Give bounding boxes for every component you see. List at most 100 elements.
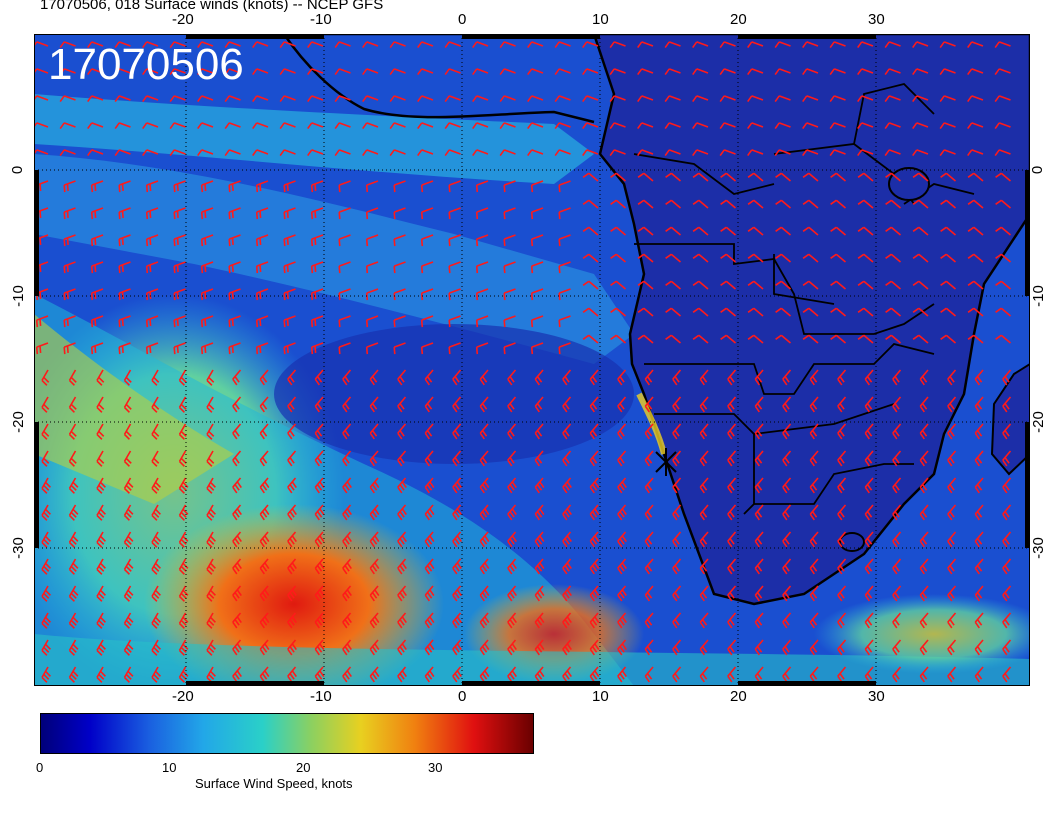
wind-barb	[145, 234, 159, 247]
wind-barb	[255, 180, 269, 193]
wind-barb	[365, 207, 379, 220]
wind-barb	[857, 226, 874, 236]
wind-barb	[644, 369, 654, 386]
wind-barb	[1002, 423, 1012, 440]
wind-barb	[224, 122, 241, 130]
wind-barb	[919, 369, 929, 386]
wind-barb	[173, 234, 186, 247]
wind-barb	[864, 639, 874, 656]
wind-barb	[582, 307, 599, 317]
wind-barb	[479, 369, 489, 386]
wind-barb	[672, 504, 682, 521]
wind-barb	[479, 585, 490, 602]
wind-map: 17070506	[34, 34, 1030, 686]
wind-barb	[479, 423, 489, 440]
wind-barb	[699, 369, 709, 386]
wind-barb	[994, 68, 1011, 76]
wind-barb	[63, 342, 76, 355]
wind-barb	[802, 280, 819, 290]
wind-barb	[530, 315, 544, 328]
wind-barb	[448, 315, 461, 328]
wind-barb	[507, 585, 517, 602]
wind-barb	[747, 149, 764, 157]
wind-barb	[884, 41, 901, 49]
wind-barb	[452, 450, 462, 467]
wind-barb	[424, 477, 435, 494]
wind-barb	[200, 234, 214, 247]
wind-barb	[114, 41, 131, 49]
wind-barb	[35, 342, 49, 355]
wind-barb	[499, 149, 516, 157]
wind-barb	[420, 261, 434, 274]
wind-barb	[857, 68, 874, 76]
wind-barb	[255, 288, 269, 301]
wind-barb	[530, 342, 544, 355]
wind-barb	[310, 261, 324, 274]
wind-barb	[342, 450, 352, 467]
wind-barb	[974, 423, 984, 440]
wind-barb	[554, 95, 571, 103]
wind-barb	[754, 666, 764, 683]
wind-barb	[310, 207, 324, 220]
wind-barb	[342, 612, 352, 629]
wind-barb	[974, 504, 984, 521]
wind-barb	[692, 307, 709, 317]
wind-barb	[995, 280, 1012, 290]
wind-barb	[472, 95, 489, 103]
wind-barb	[424, 612, 435, 629]
wind-barb	[719, 68, 736, 76]
wind-barb	[829, 95, 846, 103]
wind-barb	[259, 558, 270, 575]
wind-barb	[727, 639, 737, 656]
wind-barb	[342, 423, 352, 440]
wind-barb	[589, 423, 599, 440]
wind-barb	[885, 172, 902, 182]
wind-barb	[314, 396, 324, 413]
wind-barb	[837, 612, 847, 629]
wind-barb	[637, 149, 654, 157]
wind-barb	[444, 95, 461, 103]
wind-barb	[754, 477, 764, 494]
wind-barb	[754, 369, 764, 386]
wind-barb	[334, 122, 351, 130]
wind-barb	[609, 149, 626, 157]
wind-barb	[310, 342, 324, 355]
wind-barb	[582, 199, 599, 209]
wind-barb	[802, 307, 819, 317]
wind-barb	[747, 280, 764, 290]
wind-barb	[644, 612, 654, 629]
wind-barb	[782, 450, 792, 467]
wind-barb	[809, 477, 819, 494]
wind-barb	[672, 477, 682, 494]
wind-barb	[232, 504, 242, 521]
wind-barb	[967, 334, 984, 344]
wind-barb	[424, 369, 434, 386]
wind-barb	[665, 307, 682, 317]
wind-barb	[479, 450, 489, 467]
wind-barb	[68, 450, 77, 467]
wind-barb	[178, 585, 189, 602]
wind-barb	[173, 342, 186, 355]
wind-barb	[589, 666, 600, 683]
wind-barb	[919, 666, 929, 683]
wind-barb	[609, 122, 626, 130]
wind-barb	[582, 95, 599, 103]
wind-barb	[617, 639, 627, 656]
wind-barb	[200, 180, 214, 193]
wind-barb	[123, 558, 134, 575]
wind-barb	[479, 558, 490, 575]
wind-barb	[939, 122, 956, 130]
wind-barb	[123, 450, 132, 467]
wind-barb	[672, 558, 682, 575]
wind-barb	[562, 504, 572, 521]
wind-barb	[672, 666, 682, 683]
wind-barb	[610, 199, 627, 209]
wind-barb	[1002, 369, 1012, 386]
wind-barb	[940, 172, 957, 182]
lon-tick-top: -10	[310, 11, 332, 28]
wind-barb	[507, 666, 517, 683]
wind-barb	[338, 207, 351, 220]
wind-barb	[90, 315, 104, 328]
wind-barb	[362, 41, 379, 49]
wind-barb	[637, 68, 654, 76]
